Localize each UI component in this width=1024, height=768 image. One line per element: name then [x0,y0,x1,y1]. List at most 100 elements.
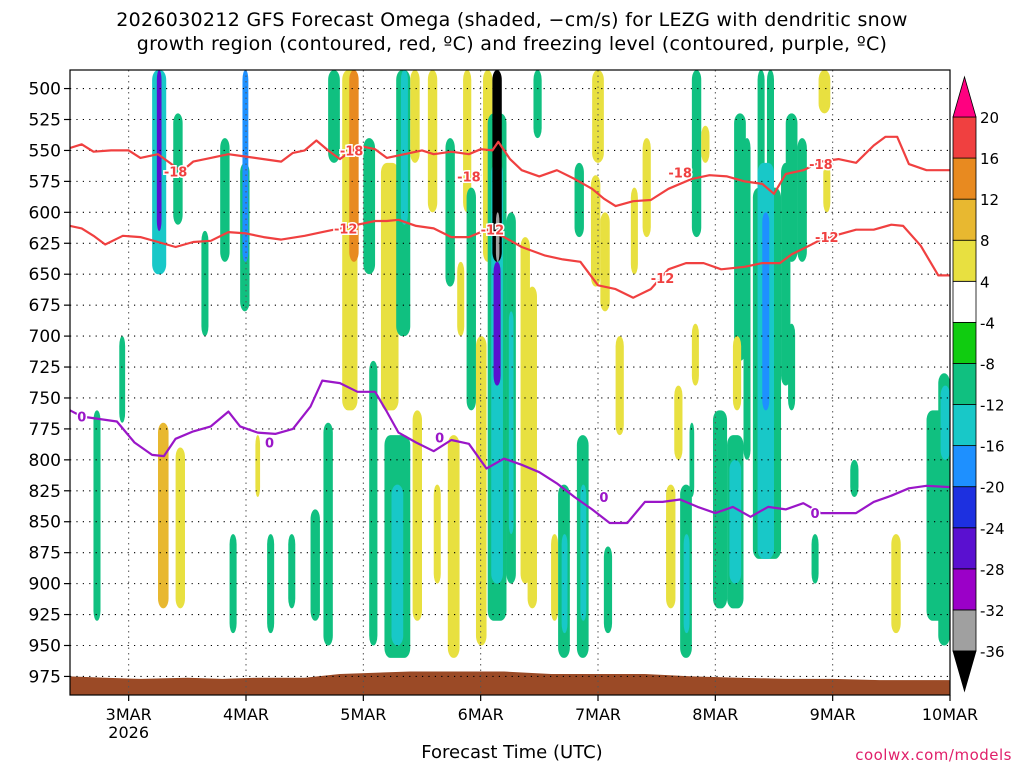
omega-region [400,70,408,225]
omega-region [630,187,638,275]
omega-region [762,212,770,411]
omega-region [495,212,500,262]
omega-region [674,385,683,460]
omega-region [229,534,237,634]
contour-label: -12 [481,224,505,239]
contour-layer: -18 -18 -18 -18 -18 -12 -12 -12 -12 0 0 0 0 0 [70,135,950,525]
colorbar-tick-label: -24 [980,520,1005,538]
colorbar-segment [952,609,977,652]
colorbar-segment [952,116,977,159]
contour-line [70,135,950,208]
y-tick-label: 950 [29,636,61,656]
y-tick-label: 625 [29,234,61,254]
contour-label: -18 [340,144,364,159]
omega-region [811,534,819,584]
y-tick-label: 675 [29,296,61,316]
omega-region [363,138,376,275]
y-tick-label: 825 [29,482,61,502]
omega-region [850,459,859,497]
x-tick-label: 7MAR [575,705,621,724]
colorbar-tick-label: -12 [980,397,1005,415]
omega-region [310,509,320,621]
terrain-layer [70,671,950,695]
omega-region [823,162,831,213]
colorbar-segment [952,363,977,405]
contour-label: 0 [811,507,820,522]
x-tick-label: 4MAR [223,705,269,724]
omega-region [533,70,542,139]
x-tick-label: 6MAR [458,705,504,724]
x-tick-label: 9MAR [810,705,856,724]
omega-region [527,286,537,609]
omega-region [242,70,249,262]
colorbar-tick-label: 4 [980,273,990,291]
omega-region [156,70,162,231]
colorbar-tick-label: -36 [980,643,1005,661]
contour-label: -12 [815,231,839,246]
contour-label: -18 [164,165,188,180]
contour-label: 0 [599,491,608,506]
colorbar-min-extension [952,650,977,693]
omega-region [788,323,796,411]
omega-region [427,70,438,213]
omega-region [600,212,610,312]
omega-region [592,70,604,163]
omega-region [323,422,333,646]
contour-label: -18 [457,170,481,185]
x-tick-label: 5MAR [340,705,386,724]
omega-region [175,447,185,609]
x-tick-label: 10MAR [922,705,978,724]
x-tick-label: 3MAR [106,705,152,724]
contour-label: -12 [334,222,358,237]
colorbar-tick-label: 20 [980,109,999,127]
omega-region [412,410,422,621]
omega-region [410,70,420,163]
colorbar-tick-label: -28 [980,561,1005,579]
x-tick-label: 8MAR [692,705,738,724]
omega-region [433,484,441,584]
contour-line [70,218,950,299]
omega-region [940,385,950,460]
omega-region [493,261,501,386]
omega-region [288,534,296,609]
omega-region [574,162,584,238]
omega-region [734,113,746,361]
omega-region [797,138,807,262]
colorbar-segment [952,321,977,364]
colorbar-tick-label: 12 [980,191,999,209]
contour-label: 0 [77,411,86,426]
omega-region [729,459,742,584]
omega-region [119,336,126,423]
contour-label: -12 [651,272,675,287]
y-tick-label: 750 [29,389,61,409]
omega-region [463,70,472,213]
colorbar-segment [952,486,977,529]
colorbar-tick-label: 16 [980,150,999,168]
omega-region [818,70,831,114]
omega-region [475,336,487,646]
y-tick-label: 650 [29,265,61,285]
omega-region [551,534,559,621]
omega-region [93,410,101,621]
omega-region [642,138,651,238]
y-tick-label: 775 [29,420,61,440]
y-tick-label: 875 [29,544,61,564]
omega-region [743,138,751,460]
colorbar-segment [952,404,977,447]
omega-region [369,360,378,646]
y-tick-label: 600 [29,203,61,223]
x-axis-title: Forecast Time (UTC) [421,742,603,763]
colorbar-tick-label: -8 [980,355,995,373]
colorbar-segment [952,568,977,611]
colorbar-tick-label: 8 [980,232,990,250]
plot-frame [69,69,951,696]
omega-region [328,70,340,163]
contour-label: -18 [809,158,833,173]
omega-region [267,534,275,634]
omega-region [561,534,568,634]
omega-region [508,311,514,535]
y-tick-label: 700 [29,327,61,347]
omega-region [732,336,742,411]
omega-region [447,435,460,658]
contour-label: 0 [265,437,274,452]
